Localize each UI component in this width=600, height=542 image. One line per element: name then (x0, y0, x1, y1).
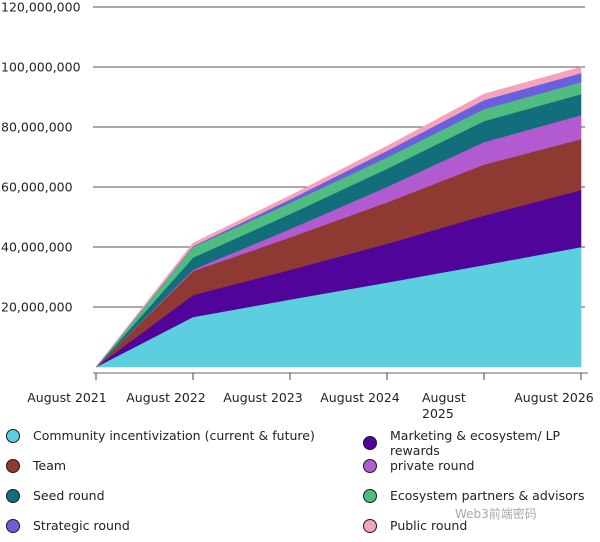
legend-swatch (363, 458, 377, 473)
x-tick-label: August 2026 (514, 390, 594, 405)
legend-label: Ecosystem partners & advisors (390, 488, 585, 503)
x-axis: August 2021 August 2022 August 2023 August … (27, 372, 594, 421)
y-tick-label: 40,000,000 (1, 240, 73, 255)
legend-swatch (363, 488, 377, 503)
x-tick-label: August 2025 (422, 390, 466, 421)
legend-label: private round (390, 458, 475, 473)
legend-swatch (6, 518, 20, 533)
stacked-area-chart: 20,000,000 40,000,000 60,000,000 80,000,000… (1, 0, 594, 421)
y-tick-label: 100,000,000 (1, 60, 81, 75)
legend-swatch (6, 458, 20, 473)
legend-item-strategic-round: Strategic round (6, 518, 130, 533)
legend-swatch (363, 518, 377, 533)
watermark: Web3前端密码 (455, 507, 537, 521)
y-tick-label: 20,000,000 (1, 300, 73, 315)
x-tick-label: August 2023 (223, 390, 303, 405)
legend-label: Strategic round (33, 518, 130, 533)
y-tick-label: 120,000,000 (1, 0, 81, 15)
y-tick-label: 80,000,000 (1, 120, 73, 135)
legend-label: Marketing & ecosystem/ LP rewards (390, 428, 561, 458)
legend-item-marketing: Marketing & ecosystem/ LP rewards (363, 428, 600, 458)
legend-item-seed-round: Seed round (6, 488, 105, 503)
legend-item-team: Team (6, 458, 66, 473)
area-layers (95, 66, 582, 368)
x-tick-label: August 2022 (126, 390, 206, 405)
legend-label: Seed round (33, 488, 105, 503)
legend-label: Team (33, 458, 67, 473)
x-tick-label: August 2021 (27, 390, 107, 405)
legend-label: Community incentivization (current & fut… (33, 428, 315, 443)
legend-label: Public round (390, 518, 468, 533)
legend-swatch (6, 428, 20, 443)
area-public-round (95, 66, 582, 368)
legend-item-private-round: private round (363, 458, 474, 473)
y-axis-ticks: 20,000,000 40,000,000 60,000,000 80,000,000… (1, 0, 81, 315)
legend-item-community: Community incentivization (current & fut… (6, 428, 315, 443)
legend-item-public-round: Public round (363, 518, 467, 533)
legend-item-ecosystem-partners: Ecosystem partners & advisors (363, 488, 584, 503)
legend-swatch (6, 488, 20, 503)
legend-swatch (363, 436, 377, 450)
y-tick-label: 60,000,000 (1, 180, 73, 195)
x-tick-label: August 2024 (320, 390, 400, 405)
